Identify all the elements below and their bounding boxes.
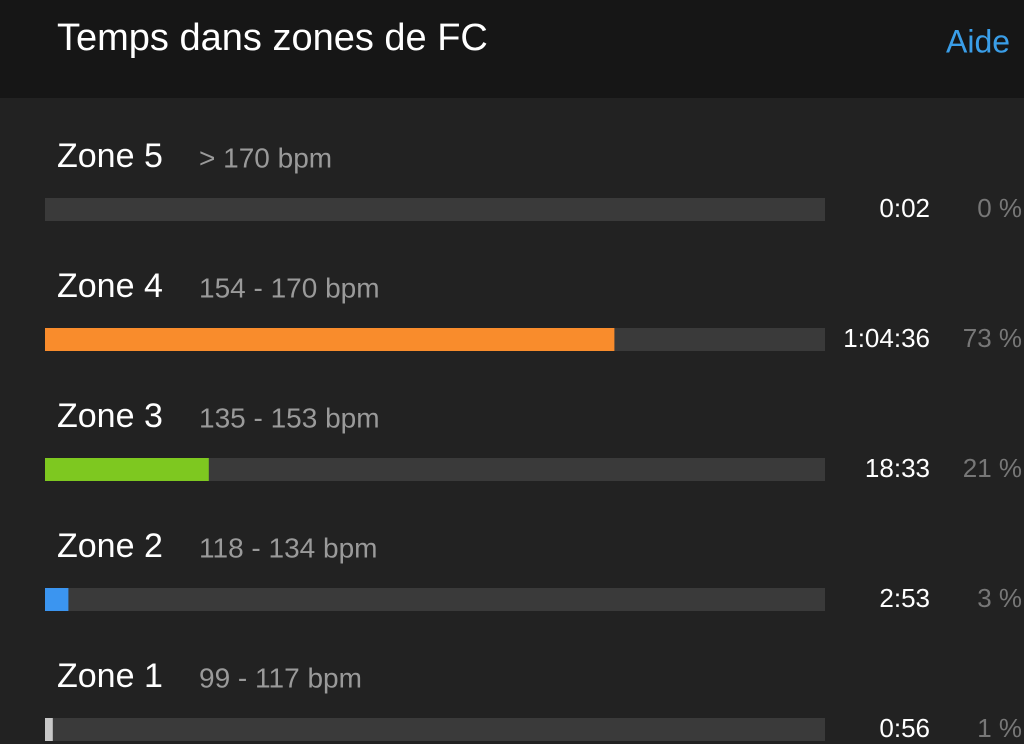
zone-range: > 170 bpm	[199, 142, 332, 173]
zone-range: 118 - 134 bpm	[199, 532, 378, 563]
zone-name: Zone 3	[57, 397, 163, 435]
bar-track	[45, 458, 825, 481]
bar	[45, 718, 53, 741]
zone-time: 2:53	[879, 583, 930, 613]
zone-time: 1:04:36	[843, 323, 930, 353]
bar-track	[45, 718, 825, 741]
zone-time: 18:33	[865, 453, 930, 483]
title: Temps dans zones de FC	[57, 17, 488, 59]
zone-percent: 21 %	[963, 453, 1022, 483]
bar-track	[45, 198, 825, 221]
bar	[45, 328, 615, 351]
zone-name: Zone 4	[57, 267, 163, 305]
zone-percent: 73 %	[963, 323, 1022, 353]
zone-percent: 3 %	[977, 583, 1022, 613]
zone-name: Zone 5	[57, 137, 163, 175]
zone-range: 99 - 117 bpm	[199, 662, 362, 693]
help-button[interactable]: Aide	[946, 23, 1010, 59]
zone-range: 135 - 153 bpm	[199, 402, 380, 433]
bar	[45, 588, 69, 611]
zone-time: 0:56	[879, 713, 930, 743]
bar	[45, 458, 209, 481]
header	[0, 0, 1024, 98]
zone-name: Zone 2	[57, 527, 163, 565]
zone-percent: 1 %	[977, 713, 1022, 743]
zone-time: 0:02	[879, 193, 930, 223]
zone-range: 154 - 170 bpm	[199, 272, 380, 303]
zone-name: Zone 1	[57, 657, 163, 695]
bar-track	[45, 588, 825, 611]
zone-percent: 0 %	[977, 193, 1022, 223]
